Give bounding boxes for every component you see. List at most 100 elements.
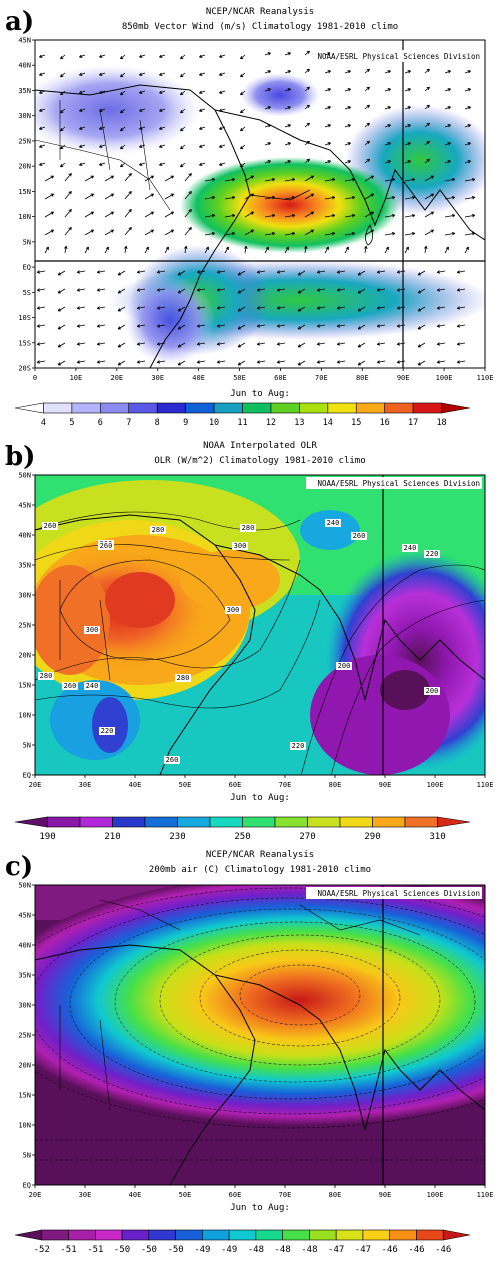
wind-vector [164, 193, 174, 200]
wind-vector [464, 106, 471, 110]
wind-vector [456, 288, 466, 292]
wind-vector [384, 124, 391, 128]
x-tick-label: 100E [427, 781, 444, 789]
wind-vector [384, 142, 391, 146]
wind-vector [336, 324, 346, 328]
wind-vector [444, 214, 456, 218]
y-tick-label: 35N [18, 562, 31, 570]
colorbar-label: -48 [275, 1245, 291, 1255]
wind-vector [276, 288, 286, 292]
y-tick-label: 30N [18, 1002, 31, 1010]
y-tick-label: 50N [18, 882, 31, 890]
wind-vector [219, 162, 226, 166]
x-tick-label: 60E [229, 781, 242, 789]
wind-vector [96, 306, 106, 310]
x-tick-label: 20E [29, 781, 42, 789]
wind-vector [297, 288, 306, 294]
colorbar-label: -52 [34, 1245, 50, 1255]
x-tick-label: 20E [29, 1191, 42, 1199]
wind-vector [424, 140, 430, 146]
colorbar-label: 270 [299, 832, 315, 842]
wind-vector [264, 178, 276, 182]
x-tick-label: 30E [79, 1191, 92, 1199]
wind-vector [139, 72, 146, 76]
contour-label: 240 [86, 682, 99, 690]
wind-vector [104, 175, 114, 182]
x-tick-label: 50E [179, 1191, 192, 1199]
wind-vector [444, 70, 451, 74]
wind-vector [444, 124, 451, 128]
wind-vector [164, 229, 174, 236]
wind-vector [219, 72, 226, 76]
wind-vector [276, 342, 286, 346]
y-tick-label: 25N [18, 622, 31, 630]
wind-vector [424, 211, 434, 218]
wind-vector [244, 193, 254, 200]
colorbar-label: 4 [41, 418, 46, 428]
colorbar-label: -46 [408, 1245, 424, 1255]
wind-vector [436, 342, 446, 346]
panel-c-label: c) [5, 852, 33, 882]
wind-vector [60, 144, 66, 150]
contour-label-bg [84, 626, 100, 634]
wind-vector [180, 126, 186, 132]
colorbar-swatch [14, 402, 44, 414]
wind-vector [304, 175, 314, 182]
wind-vector [36, 342, 46, 346]
wind-vector [464, 196, 476, 200]
wind-vector [104, 246, 109, 254]
colorbar-swatch [437, 816, 471, 828]
wind-vector [237, 288, 246, 294]
wind-vector [219, 54, 226, 58]
contour-label: 220 [292, 742, 305, 750]
wind-vector [177, 306, 186, 312]
wind-vector [357, 342, 366, 348]
y-tick-label: 5S [23, 289, 31, 297]
colorbar-swatch [299, 402, 329, 414]
colorbar-label: 250 [234, 832, 250, 842]
wind-vector [264, 124, 271, 128]
wind-vector [39, 144, 46, 148]
wind-vector [216, 288, 226, 292]
y-tick-label: 15N [18, 188, 31, 196]
y-tick-label: 35N [18, 87, 31, 95]
wind-vector [344, 124, 351, 128]
wind-vector [204, 246, 209, 254]
wind-vector [124, 190, 132, 200]
wind-vector [364, 175, 374, 182]
panel-b-subtitle: OLR (W/m^2) Climatology 1981-2010 climo [154, 456, 365, 466]
wind-vector [159, 54, 166, 58]
wind-vector [284, 246, 289, 254]
wind-vector [60, 72, 66, 78]
wind-vector [417, 342, 426, 348]
colorbar-swatch [255, 1229, 283, 1241]
wind-vector [219, 126, 226, 130]
wind-vector [219, 90, 226, 94]
colorbar-swatch [355, 402, 385, 414]
wind-vector [376, 288, 386, 292]
wind-vector [357, 360, 366, 366]
panel-c-subtitle: 200mb air (C) Climatology 1981-2010 clim… [149, 865, 371, 875]
wind-vector [364, 229, 374, 236]
x-tick-label: 90E [379, 1191, 392, 1199]
y-tick-label: 45N [18, 37, 31, 45]
wind-vector [324, 196, 336, 200]
wind-vector [404, 88, 411, 92]
wind-vector [79, 144, 86, 148]
wind-vector [444, 142, 451, 146]
wind-vector [124, 172, 132, 182]
wind-vector [159, 162, 166, 166]
wind-vector [144, 229, 154, 236]
colorbar-label: 11 [237, 418, 247, 428]
wind-vector [284, 88, 291, 92]
wind-vector [376, 270, 386, 274]
wind-vector [76, 306, 86, 310]
wind-vector [264, 160, 271, 164]
contour-label: 260 [44, 522, 57, 530]
wind-vector [424, 68, 430, 74]
wind-vector [156, 288, 166, 292]
wind-vector [136, 288, 146, 292]
colorbar-swatch [79, 816, 113, 828]
wind-vector [264, 70, 271, 74]
